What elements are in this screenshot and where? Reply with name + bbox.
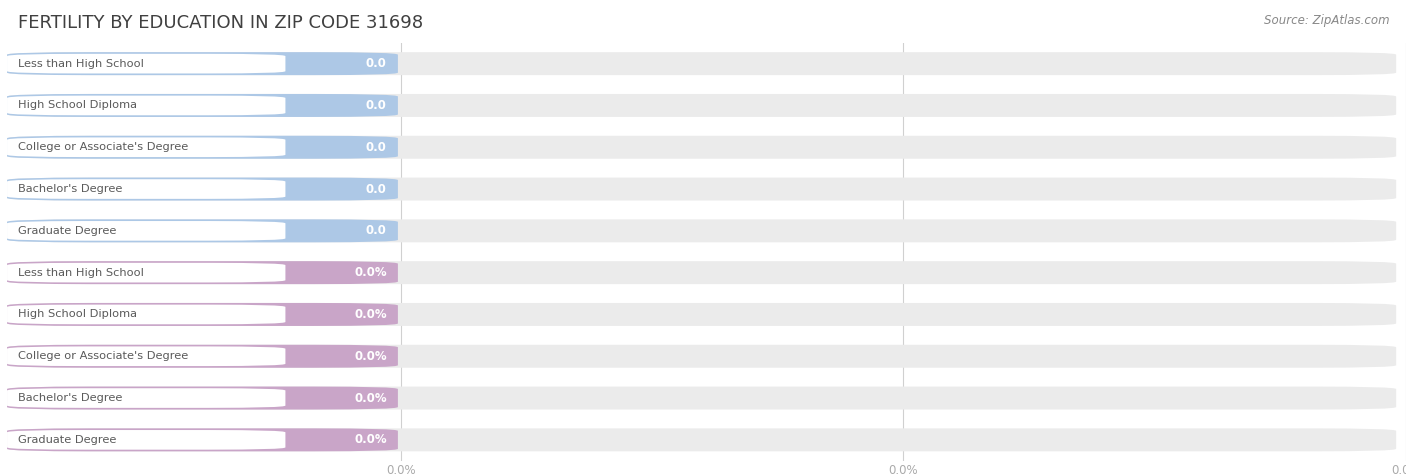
Text: College or Associate's Degree: College or Associate's Degree bbox=[18, 351, 188, 361]
Text: 0.0: 0.0 bbox=[366, 141, 387, 154]
FancyBboxPatch shape bbox=[7, 303, 1396, 326]
FancyBboxPatch shape bbox=[7, 345, 398, 368]
Text: FERTILITY BY EDUCATION IN ZIP CODE 31698: FERTILITY BY EDUCATION IN ZIP CODE 31698 bbox=[18, 14, 423, 32]
FancyBboxPatch shape bbox=[7, 346, 285, 366]
Text: 0.0%: 0.0% bbox=[354, 391, 387, 405]
Text: High School Diploma: High School Diploma bbox=[18, 100, 138, 111]
FancyBboxPatch shape bbox=[7, 345, 1396, 368]
Text: 0.0: 0.0 bbox=[366, 57, 387, 70]
Text: 0.0: 0.0 bbox=[366, 99, 387, 112]
FancyBboxPatch shape bbox=[7, 219, 398, 242]
Text: Bachelor's Degree: Bachelor's Degree bbox=[18, 184, 122, 194]
FancyBboxPatch shape bbox=[7, 94, 398, 117]
Text: 0.0%: 0.0% bbox=[354, 350, 387, 363]
Text: 0.0%: 0.0% bbox=[354, 433, 387, 446]
FancyBboxPatch shape bbox=[7, 387, 398, 409]
FancyBboxPatch shape bbox=[7, 261, 398, 284]
Text: 0.0: 0.0 bbox=[366, 224, 387, 238]
Text: Graduate Degree: Graduate Degree bbox=[18, 226, 117, 236]
FancyBboxPatch shape bbox=[7, 221, 285, 241]
FancyBboxPatch shape bbox=[7, 303, 398, 326]
Text: College or Associate's Degree: College or Associate's Degree bbox=[18, 142, 188, 152]
FancyBboxPatch shape bbox=[7, 219, 1396, 242]
FancyBboxPatch shape bbox=[7, 95, 285, 115]
FancyBboxPatch shape bbox=[7, 304, 285, 324]
FancyBboxPatch shape bbox=[7, 179, 285, 199]
FancyBboxPatch shape bbox=[7, 94, 1396, 117]
FancyBboxPatch shape bbox=[7, 428, 1396, 451]
Text: Less than High School: Less than High School bbox=[18, 267, 145, 278]
FancyBboxPatch shape bbox=[7, 136, 398, 159]
Text: Source: ZipAtlas.com: Source: ZipAtlas.com bbox=[1264, 14, 1389, 27]
Text: Less than High School: Less than High School bbox=[18, 58, 145, 69]
FancyBboxPatch shape bbox=[7, 136, 1396, 159]
FancyBboxPatch shape bbox=[7, 54, 285, 74]
FancyBboxPatch shape bbox=[7, 430, 285, 450]
Text: 0.0%: 0.0% bbox=[354, 308, 387, 321]
Text: High School Diploma: High School Diploma bbox=[18, 309, 138, 320]
FancyBboxPatch shape bbox=[7, 428, 398, 451]
Text: Bachelor's Degree: Bachelor's Degree bbox=[18, 393, 122, 403]
Text: 0.0%: 0.0% bbox=[354, 266, 387, 279]
FancyBboxPatch shape bbox=[7, 387, 1396, 409]
Text: Graduate Degree: Graduate Degree bbox=[18, 435, 117, 445]
FancyBboxPatch shape bbox=[7, 52, 1396, 75]
FancyBboxPatch shape bbox=[7, 261, 1396, 284]
FancyBboxPatch shape bbox=[7, 137, 285, 157]
FancyBboxPatch shape bbox=[7, 178, 1396, 200]
Text: 0.0: 0.0 bbox=[366, 182, 387, 196]
FancyBboxPatch shape bbox=[7, 388, 285, 408]
FancyBboxPatch shape bbox=[7, 263, 285, 283]
FancyBboxPatch shape bbox=[7, 52, 398, 75]
FancyBboxPatch shape bbox=[7, 178, 398, 200]
